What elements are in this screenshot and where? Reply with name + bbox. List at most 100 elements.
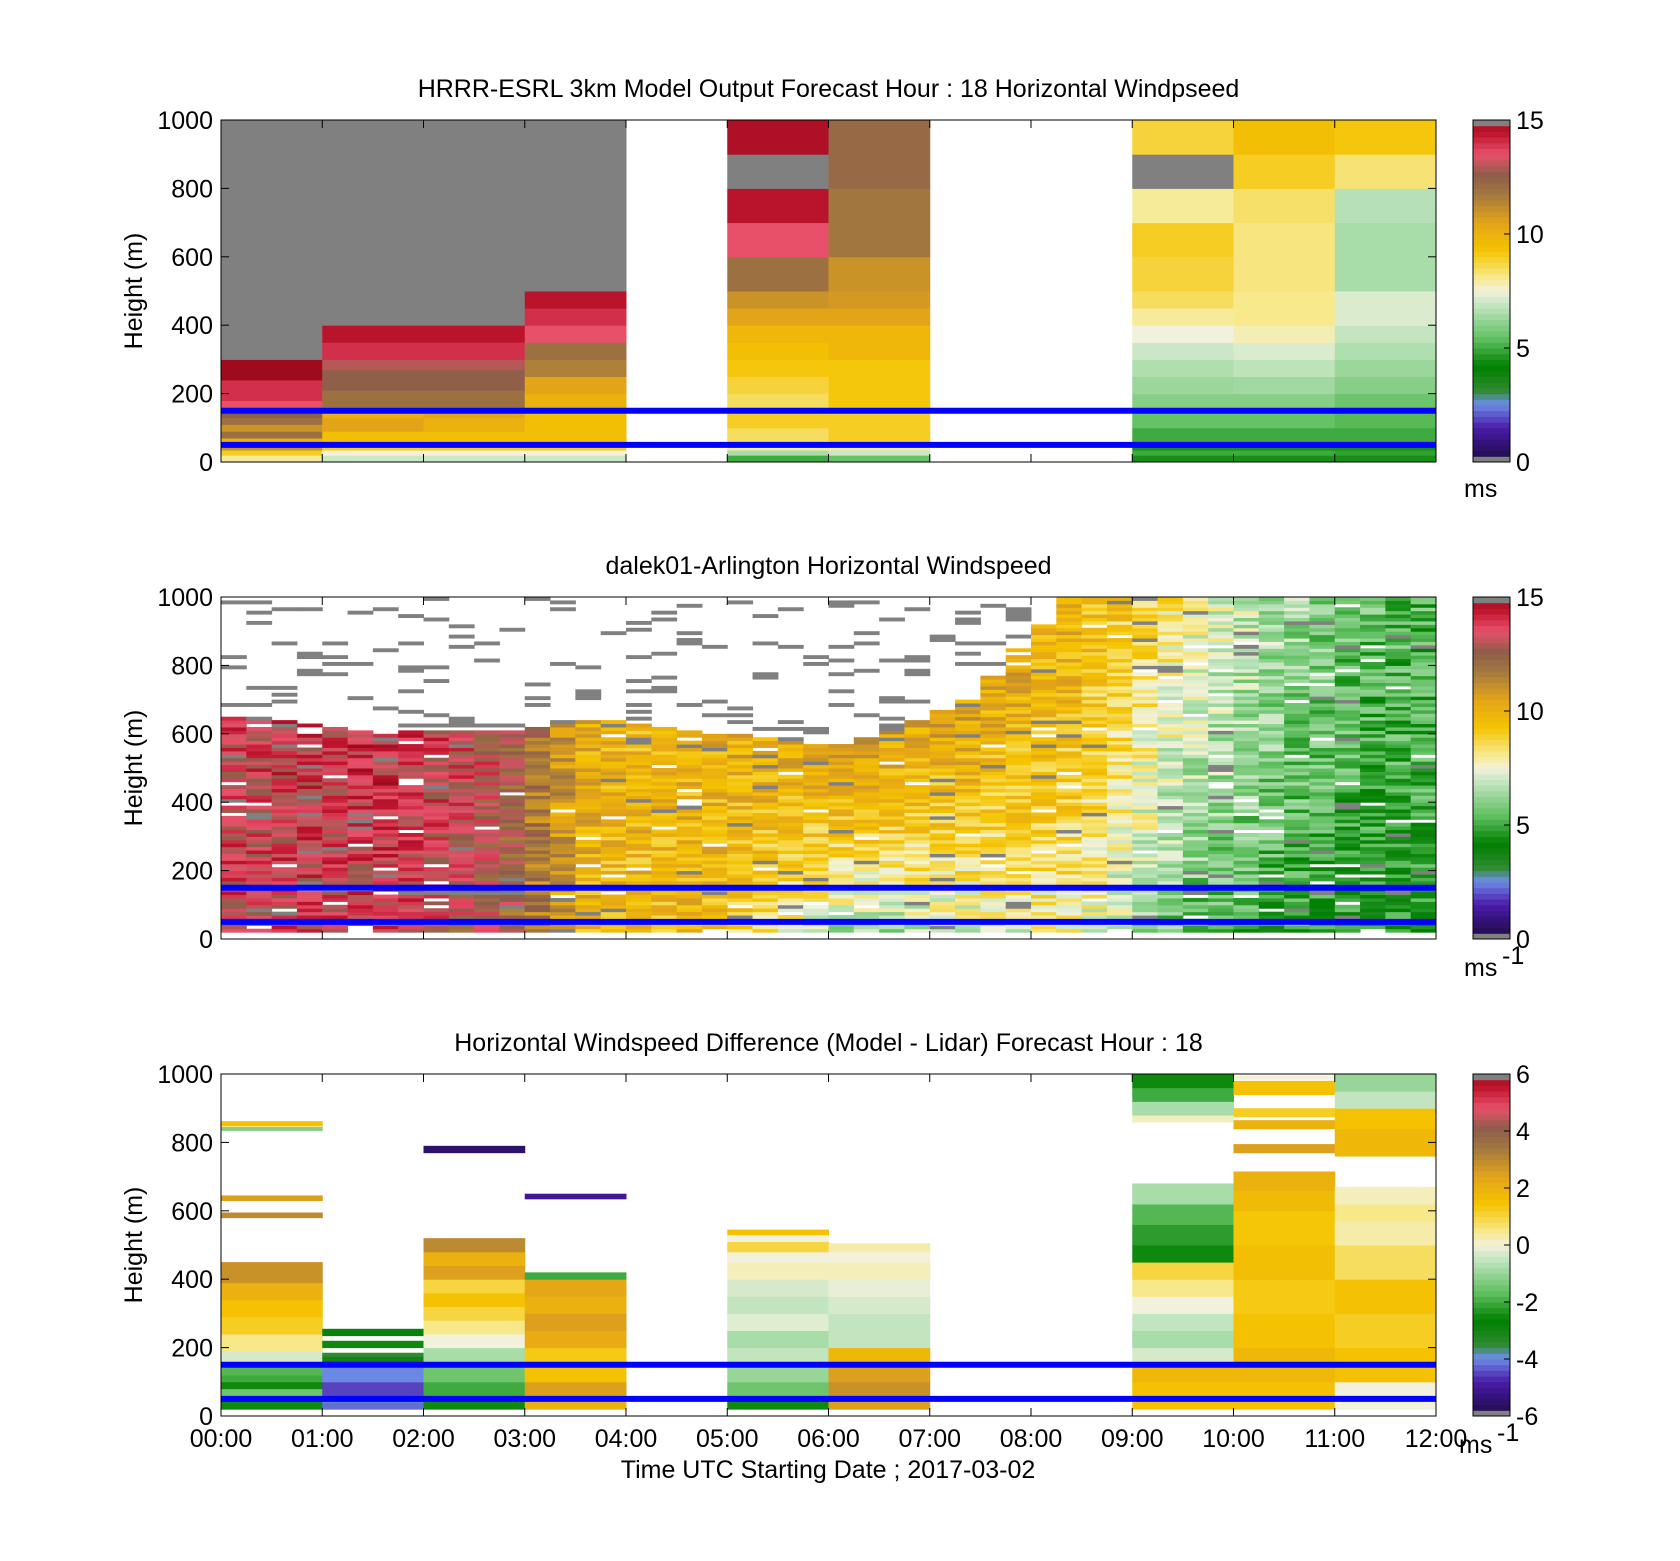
heatmap-cell <box>1410 768 1437 772</box>
heatmap-cell <box>1081 822 1108 827</box>
heatmap-cell <box>448 795 475 800</box>
heatmap-cell <box>1005 733 1032 738</box>
heatmap-cell <box>1056 829 1083 834</box>
heatmap-cell <box>828 791 855 796</box>
heatmap-cell <box>1233 874 1260 878</box>
heatmap-cell <box>322 1328 424 1337</box>
heatmap-cell <box>1334 802 1361 807</box>
heatmap-cell <box>1385 911 1412 916</box>
heatmap-cell <box>524 911 551 916</box>
heatmap-cell <box>322 1402 424 1410</box>
heatmap-cell <box>1132 679 1159 683</box>
heatmap-cell <box>1081 614 1108 619</box>
heatmap-cell <box>1233 600 1260 605</box>
heatmap-cell <box>727 740 754 745</box>
heatmap-cell <box>296 867 323 872</box>
heatmap-cell <box>803 771 829 776</box>
heatmap-cell <box>626 863 652 868</box>
heatmap-cell <box>474 815 500 820</box>
heatmap-cell <box>221 455 323 463</box>
heatmap-cell <box>398 826 424 831</box>
heatmap-cell <box>727 154 829 189</box>
heatmap-cell <box>955 730 981 735</box>
colorbar-segment <box>1473 1222 1510 1229</box>
heatmap-cell <box>980 928 1007 933</box>
heatmap-cell <box>879 891 905 896</box>
heatmap-cell <box>929 740 956 745</box>
heatmap-cell <box>1334 1074 1437 1092</box>
heatmap-cell <box>1182 607 1209 612</box>
heatmap-cell <box>1258 812 1285 817</box>
heatmap-cell <box>499 764 526 769</box>
heatmap-cell <box>221 716 247 721</box>
heatmap-cell <box>1309 822 1336 827</box>
heatmap-cell <box>1334 853 1361 858</box>
heatmap-cell <box>550 901 576 906</box>
heatmap-cell <box>474 754 500 759</box>
heatmap-cell <box>600 744 627 748</box>
colorbar-segment <box>1473 864 1510 872</box>
heatmap-cell <box>904 880 931 885</box>
heatmap-cell <box>828 603 855 608</box>
heatmap-cell <box>423 744 450 748</box>
heatmap-cell <box>347 785 374 790</box>
heatmap-cell <box>727 1364 829 1383</box>
heatmap-cell <box>676 754 703 759</box>
heatmap-cell <box>1208 689 1234 694</box>
heatmap-cell <box>752 836 779 841</box>
heatmap-cell <box>929 638 956 642</box>
heatmap-cell <box>221 410 323 419</box>
heatmap-cell <box>1208 925 1234 930</box>
heatmap-cells <box>221 597 1437 939</box>
heatmap-cell <box>448 877 475 882</box>
heatmap-cell <box>727 764 754 769</box>
heatmap-cell <box>980 897 1007 902</box>
heatmap-cell <box>955 754 981 759</box>
heatmap-cell <box>955 747 981 752</box>
heatmap-cell <box>474 911 500 916</box>
heatmap-cell <box>701 798 728 803</box>
heatmap-cell <box>1334 791 1361 796</box>
heatmap-cell <box>296 747 323 752</box>
heatmap-cell <box>1081 620 1108 625</box>
heatmap-cell <box>980 778 1007 783</box>
heatmap-cell <box>499 774 526 779</box>
heatmap-cell <box>752 822 779 827</box>
heatmap-cell <box>777 781 804 786</box>
heatmap-cell <box>1056 798 1083 803</box>
heatmap-cell <box>676 809 703 813</box>
heatmap-cell <box>1132 771 1159 776</box>
heatmap-cell <box>1106 843 1133 848</box>
heatmap-cell <box>1132 785 1159 790</box>
heatmap-cell <box>372 607 399 612</box>
heatmap-cell <box>701 853 728 858</box>
heatmap-cell <box>1208 805 1234 810</box>
heatmap-cell <box>474 904 500 909</box>
heatmap-cell <box>1182 805 1209 810</box>
heatmap-cell <box>1385 791 1412 796</box>
heatmap-cell <box>727 1279 829 1297</box>
heatmap-cell <box>1284 904 1310 909</box>
heatmap-cell <box>1309 867 1336 872</box>
heatmap-cell <box>1360 915 1386 919</box>
heatmap-cell <box>423 795 450 800</box>
heatmap-cell <box>1284 675 1310 680</box>
heatmap-cell <box>1233 607 1260 612</box>
heatmap-cell <box>1132 880 1159 885</box>
heatmap-cell <box>1385 661 1412 666</box>
heatmap-cell <box>1106 774 1133 779</box>
heatmap-cell <box>423 781 450 786</box>
colorbar-unit: ms <box>1464 954 1497 982</box>
heatmap-cell <box>904 805 931 810</box>
heatmap-cell <box>752 795 779 800</box>
heatmap-cell <box>955 778 981 783</box>
x-tick-label: 07:00 <box>898 1425 961 1453</box>
heatmap-cell <box>828 836 855 841</box>
heatmap-cell <box>828 809 855 813</box>
heatmap-cell <box>1233 723 1260 728</box>
heatmap-cell <box>1410 607 1437 612</box>
heatmap-cell <box>1284 672 1310 677</box>
colorbar-segment <box>1473 1262 1510 1269</box>
heatmap-cell <box>727 915 754 919</box>
heatmap-cell <box>1258 795 1285 800</box>
